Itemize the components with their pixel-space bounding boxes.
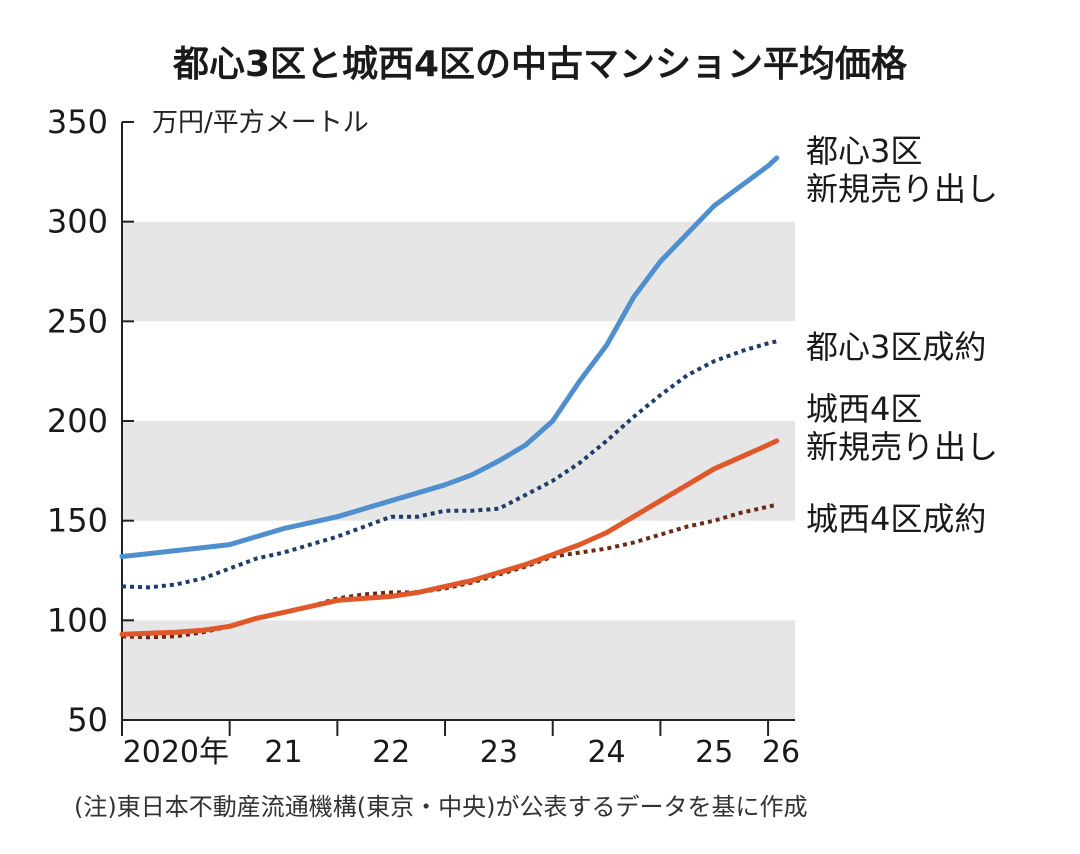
y-tick-label-250: 250 (47, 302, 108, 340)
series-label-1-0: 都心3区成約 (806, 328, 986, 366)
x-tick-label-2020: 2020年 (123, 735, 229, 770)
unit-label: 万円/平方メートル (152, 108, 369, 138)
band-50-100 (122, 620, 795, 720)
chart-title: 都心3区と城西4区の中古マンション平均価格 (172, 44, 908, 85)
series-label-2-0: 城西4区 (806, 390, 922, 428)
x-tick-label-2026: 26 (762, 735, 800, 770)
x-tick-label-2024: 24 (587, 735, 625, 770)
y-tick-label-150: 150 (47, 502, 108, 540)
y-tick-label-350: 350 (47, 103, 108, 141)
x-tick-label-2025: 25 (695, 735, 733, 770)
series-label-0-1: 新規売り出し (806, 170, 998, 208)
band-150-200 (122, 421, 795, 521)
series-line-2 (119, 438, 780, 637)
series-lines (119, 155, 780, 640)
y-tick-label-200: 200 (47, 402, 108, 440)
series-line-1 (121, 339, 778, 590)
y-tick-label-50: 50 (67, 701, 108, 739)
x-tick-label-2022: 22 (372, 735, 410, 770)
axes: 50 100 150 200 250 300 350 2020年 21 22 23 24 25 26 (47, 103, 800, 770)
y-tick-label-100: 100 (47, 601, 108, 639)
y-tick-label-300: 300 (47, 203, 108, 241)
band-250-300 (122, 221, 795, 322)
series-label-3-0: 城西4区成約 (806, 500, 986, 538)
series-label-2-1: 新規売り出し (806, 428, 998, 466)
series-label-0-0: 都心3区 (806, 132, 922, 170)
series-line-3 (121, 502, 778, 640)
background-bands (122, 221, 795, 720)
series-line-0 (119, 155, 780, 559)
source-note: (注)東日本不動産流通機構(東京・中央)が公表するデータを基に作成 (74, 793, 807, 821)
x-tick-label-2023: 23 (480, 735, 518, 770)
x-tick-label-2021: 21 (264, 735, 302, 770)
